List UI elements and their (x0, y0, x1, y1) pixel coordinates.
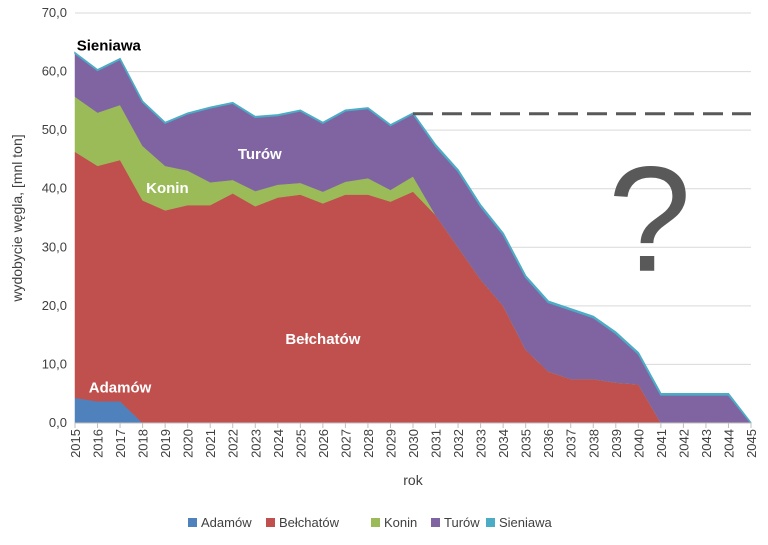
annotation-question-mark: ? (608, 135, 691, 303)
x-tick-label: 2019 (158, 429, 173, 458)
annotation-sieniawa: Sieniawa (77, 38, 142, 55)
x-tick-label: 2015 (68, 429, 83, 458)
y-tick-label: 30,0 (42, 239, 67, 254)
x-tick-label: 2023 (248, 429, 263, 458)
x-tick-labels: 2015 2016 2017 2018 2019 2020 2021 2022 2023 2024… (68, 423, 759, 458)
x-tick-label: 2033 (474, 429, 489, 458)
x-tick-label: 2040 (631, 429, 646, 458)
x-tick-label: 2028 (361, 429, 376, 458)
x-tick-label: 2021 (203, 429, 218, 458)
x-tick-label: 2029 (383, 429, 398, 458)
legend-label: Bełchatów (279, 515, 340, 530)
x-tick-label: 2042 (676, 429, 691, 458)
legend-swatch-sieniawa (486, 518, 495, 527)
annotation-adamów: Adamów (89, 380, 152, 397)
x-tick-label: 2016 (91, 429, 106, 458)
area-annotations: Sieniawa Turów Konin Bełchatów Adamów? (77, 38, 692, 397)
legend-label: Adamów (201, 515, 252, 530)
x-tick-label: 2036 (541, 429, 556, 458)
x-tick-label: 2030 (406, 429, 421, 458)
y-tick-label: 60,0 (42, 64, 67, 79)
x-tick-label: 2041 (654, 429, 669, 458)
plot-areas (74, 51, 752, 424)
x-tick-label: 2044 (721, 429, 736, 458)
legend-label: Sieniawa (499, 515, 553, 530)
x-tick-label: 2039 (609, 429, 624, 458)
y-tick-label: 70,0 (42, 5, 67, 20)
y-tick-labels: 0,0 10,0 20,0 30,0 40,0 50,0 60,0 70,0 (42, 5, 67, 430)
x-tick-label: 2037 (564, 429, 579, 458)
legend-swatch-konin (371, 518, 380, 527)
legend-label: Konin (384, 515, 417, 530)
x-tick-label: 2031 (429, 429, 444, 458)
x-tick-label: 2045 (744, 429, 759, 458)
y-tick-label: 50,0 (42, 122, 67, 137)
annotation-konin: Konin (146, 180, 189, 197)
x-axis-title: rok (403, 472, 423, 488)
legend-swatch-adamów (188, 518, 197, 527)
legend-swatch-bełchatów (266, 518, 275, 527)
y-tick-label: 0,0 (49, 415, 67, 430)
y-axis-title: wydobycie węgla, [mnl ton] (9, 134, 25, 302)
y-tick-label: 10,0 (42, 356, 67, 371)
x-tick-label: 2034 (496, 429, 511, 458)
x-tick-label: 2026 (316, 429, 331, 458)
x-tick-label: 2043 (699, 429, 714, 458)
annotation-bełchatów: Bełchatów (285, 331, 360, 348)
annotation-turów: Turów (238, 146, 282, 163)
x-tick-label: 2032 (451, 429, 466, 458)
legend-swatch-turów (431, 518, 440, 527)
x-tick-label: 2038 (586, 429, 601, 458)
x-tick-label: 2022 (226, 429, 241, 458)
x-tick-label: 2025 (293, 429, 308, 458)
y-tick-label: 40,0 (42, 181, 67, 196)
area-sieniawa (74, 51, 752, 424)
x-tick-label: 2017 (113, 429, 128, 458)
x-tick-label: 2027 (338, 429, 353, 458)
legend: Adamów Bełchatów Konin Turów Sieniawa (188, 515, 553, 530)
x-tick-label: 2035 (519, 429, 534, 458)
legend-label: Turów (444, 515, 480, 530)
x-tick-label: 2018 (136, 429, 151, 458)
x-tick-label: 2024 (271, 429, 286, 458)
x-tick-label: 2020 (181, 429, 196, 458)
y-tick-label: 20,0 (42, 298, 67, 313)
